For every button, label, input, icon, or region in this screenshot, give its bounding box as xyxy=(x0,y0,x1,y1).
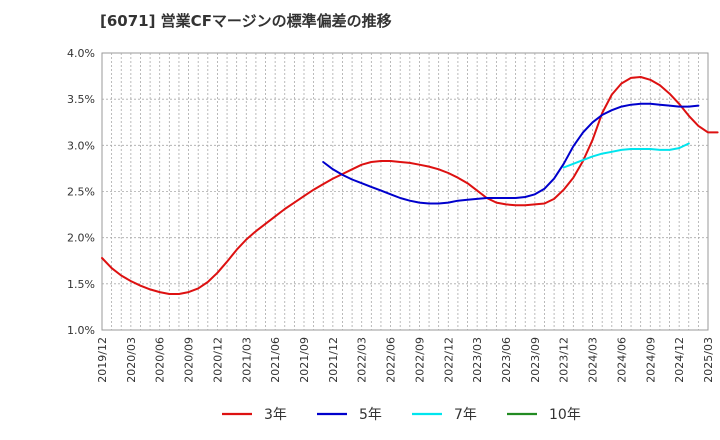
x-tick-label: 2022/03 xyxy=(356,337,369,383)
x-tick-label: 2024/09 xyxy=(644,337,657,383)
x-tick-label: 2025/03 xyxy=(702,337,715,383)
x-tick-label: 2023/09 xyxy=(529,337,542,383)
grid xyxy=(102,53,708,330)
y-tick-label: 2.5% xyxy=(67,186,95,199)
series-lines xyxy=(101,76,719,295)
legend-label-2: 7年 xyxy=(454,407,477,423)
series-line-2 xyxy=(562,142,690,169)
x-tick-label: 2021/09 xyxy=(298,337,311,383)
y-tick-label: 3.5% xyxy=(67,93,95,106)
x-tick-label: 2023/06 xyxy=(500,337,513,383)
y-tick-label: 3.0% xyxy=(67,139,95,152)
x-tick-label: 2024/03 xyxy=(587,337,600,383)
x-tick-label: 2022/06 xyxy=(385,337,398,383)
x-tick-label: 2020/03 xyxy=(125,337,138,383)
x-tick-label: 2023/12 xyxy=(558,337,571,383)
legend-label-1: 5年 xyxy=(359,407,382,423)
x-tick-label: 2021/06 xyxy=(269,337,282,383)
legend-label-3: 10年 xyxy=(549,407,581,423)
y-tick-label: 1.0% xyxy=(67,324,95,337)
legend-label-0: 3年 xyxy=(264,407,287,423)
x-tick-label: 2023/03 xyxy=(471,337,484,383)
series-line-0 xyxy=(101,76,719,295)
x-tick-label: 2020/06 xyxy=(154,337,167,383)
legend: 3年 5年 7年 10年 xyxy=(222,407,581,423)
x-tick-label: 2021/12 xyxy=(327,337,340,383)
x-tick-label: 2022/12 xyxy=(442,337,455,383)
y-axis: 1.0% 1.5% 2.0% 2.5% 3.0% 3.5% 4.0% xyxy=(67,47,95,337)
plot-area xyxy=(101,52,709,331)
x-tick-label: 2022/09 xyxy=(413,337,426,383)
chart-title: [6071] 営業CFマージンの標準偏差の推移 xyxy=(100,12,392,30)
x-tick-label: 2021/03 xyxy=(240,337,253,383)
series-line-1 xyxy=(322,102,700,205)
x-tick-label: 2019/12 xyxy=(96,337,109,383)
x-tick-label: 2024/06 xyxy=(615,337,628,383)
x-tick-label: 2020/09 xyxy=(183,337,196,383)
y-tick-label: 4.0% xyxy=(67,47,95,60)
x-tick-label: 2020/12 xyxy=(211,337,224,383)
y-tick-label: 2.0% xyxy=(67,232,95,245)
y-tick-label: 1.5% xyxy=(67,278,95,291)
x-axis: 2019/12 2020/03 2020/06 2020/09 2020/12 2021/… xyxy=(96,337,715,383)
x-tick-label: 2024/12 xyxy=(673,337,686,383)
